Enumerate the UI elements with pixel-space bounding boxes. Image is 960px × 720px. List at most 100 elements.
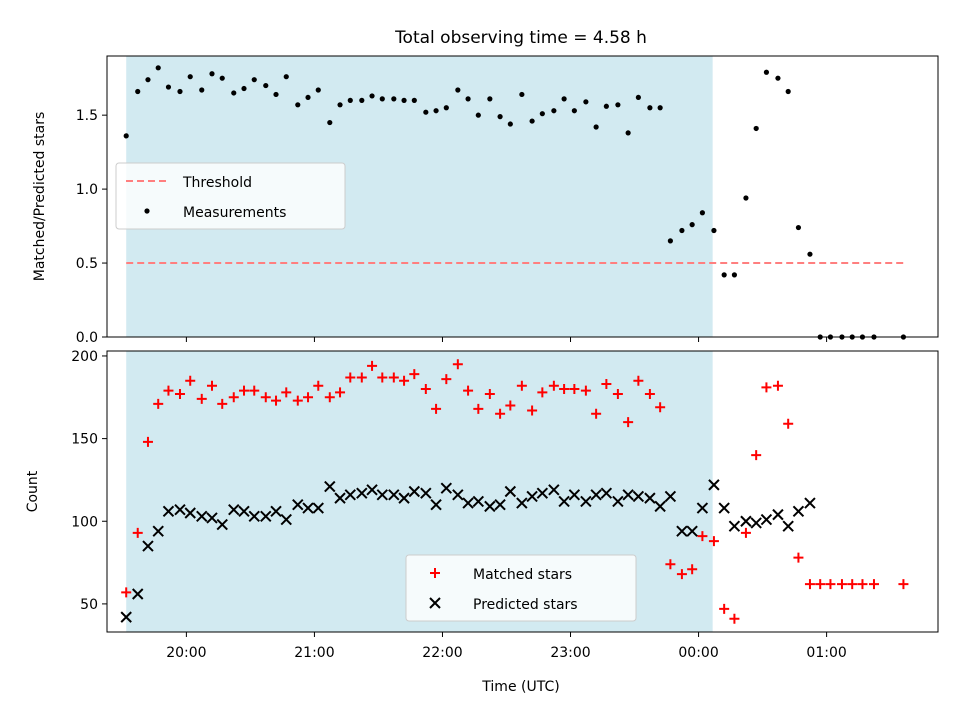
predicted-stars-point-43 <box>580 495 592 508</box>
top-legend-box <box>115 162 346 230</box>
bottom-legend-box <box>405 554 637 622</box>
predicted-stars-point-28 <box>420 487 432 499</box>
measurements-point-35 <box>497 114 503 120</box>
predicted-stars-point-62 <box>782 520 794 532</box>
measurements-point-6 <box>187 74 193 80</box>
matched-stars-point-69 <box>857 579 868 590</box>
measurements-point-44 <box>593 124 599 130</box>
matched-stars-point-1 <box>132 527 143 538</box>
matched-stars-point-42 <box>569 384 580 395</box>
matched-stars-point-9 <box>217 398 228 409</box>
matched-stars-point-68 <box>847 579 858 590</box>
measurements-point-64 <box>807 251 813 257</box>
matched-stars-point-54 <box>697 531 708 542</box>
matched-stars-point-56 <box>719 603 730 614</box>
predicted-stars-point-17 <box>302 502 314 514</box>
predicted-stars-point-63 <box>792 505 805 518</box>
predicted-stars-point-53 <box>686 525 698 537</box>
matched-stars-point-29 <box>431 403 442 414</box>
matched-stars-point-45 <box>601 379 612 390</box>
bottom-legend: Matched stars Predicted stars <box>405 554 637 622</box>
predicted-stars-point-37 <box>516 497 528 509</box>
matched-stars-point-22 <box>356 372 367 383</box>
predicted-stars-point-1 <box>132 588 144 600</box>
predicted-stars-point-52 <box>676 525 688 537</box>
xtick-label-2: 22:00 <box>422 645 462 661</box>
matched-stars-point-16 <box>292 395 303 406</box>
measurements-point-33 <box>475 112 481 118</box>
measurements-point-8 <box>209 71 215 77</box>
predicted-stars-point-55 <box>708 479 720 491</box>
predicted-stars-point-5 <box>174 503 186 516</box>
predicted-stars-point-4 <box>162 505 175 518</box>
predicted-stars-point-42 <box>568 489 581 501</box>
measurements-point-3 <box>155 65 161 71</box>
measurements-point-56 <box>721 272 727 278</box>
predicted-stars-point-57 <box>728 520 741 532</box>
predicted-stars-point-6 <box>184 507 196 519</box>
matched-predicted-ratio-panel: 0.0 0.5 1.0 1.5 Matched/Predicted stars Thres… <box>32 55 939 346</box>
measurements-point-40 <box>551 108 557 114</box>
matched-stars-point-57 <box>729 613 740 624</box>
measurements-point-43 <box>583 99 589 105</box>
predicted-stars-point-35 <box>494 499 506 511</box>
matched-stars-point-71 <box>898 579 909 590</box>
measurements-point-5 <box>177 88 183 95</box>
predicted-stars-point-11 <box>238 505 250 518</box>
measurements-point-32 <box>465 96 471 102</box>
predicted-stars-point-64 <box>804 497 816 509</box>
predicted-stars-point-36 <box>504 485 517 498</box>
matched-stars-point-12 <box>249 385 260 396</box>
predicted-stars-point-59 <box>750 517 762 529</box>
legend-matched-swatch <box>430 568 440 578</box>
matched-stars-point-34 <box>484 388 495 399</box>
matched-stars-point-67 <box>836 579 847 590</box>
measurements-point-47 <box>625 130 631 136</box>
measurements-point-29 <box>433 108 439 114</box>
predicted-stars-point-25 <box>388 489 400 501</box>
measurements-point-12 <box>251 77 257 83</box>
predicted-stars-point-2 <box>142 540 154 552</box>
matched-stars-point-11 <box>239 385 250 396</box>
measurements-point-63 <box>795 224 802 231</box>
predicted-stars-point-0 <box>120 611 132 623</box>
matched-stars-point-55 <box>708 536 719 547</box>
predicted-stars-point-15 <box>280 513 292 526</box>
measurements-point-51 <box>667 238 673 244</box>
matched-stars-point-43 <box>580 385 591 396</box>
matched-stars-point-10 <box>228 392 239 403</box>
measurements-point-58 <box>743 195 749 201</box>
matched-stars-point-46 <box>612 388 623 399</box>
predicted-stars-point-26 <box>398 492 410 504</box>
measurements-point-48 <box>635 94 641 101</box>
matched-stars-point-40 <box>548 380 559 391</box>
matched-stars-point-20 <box>335 387 346 398</box>
top-ytick-label-0: 0.0 <box>76 330 98 346</box>
measurements-point-23 <box>369 93 375 99</box>
matched-stars-point-17 <box>303 392 314 403</box>
measurements-point-42 <box>571 108 577 114</box>
predicted-stars-point-54 <box>696 502 709 514</box>
measurements-point-19 <box>327 119 333 126</box>
measurements-point-18 <box>315 87 321 93</box>
xtick-label-4: 00:00 <box>678 645 718 661</box>
predicted-stars-point-8 <box>206 512 218 524</box>
matched-stars-point-14 <box>271 395 282 406</box>
matched-stars-point-5 <box>174 388 185 399</box>
predicted-stars-point-24 <box>376 489 389 501</box>
predicted-stars-point-33 <box>472 495 485 508</box>
measurements-point-34 <box>487 96 493 102</box>
measurements-point-2 <box>145 77 151 83</box>
legend-measurements-swatch <box>144 208 150 214</box>
top-y-axis-label: Matched/Predicted stars <box>32 112 48 282</box>
top-ytick-label-2: 1.0 <box>76 182 98 198</box>
matched-stars-point-63 <box>793 552 804 563</box>
measurements-point-54 <box>699 210 706 216</box>
matched-stars-point-44 <box>591 408 602 419</box>
matched-stars-point-33 <box>473 403 484 414</box>
measurements-point-26 <box>401 97 407 103</box>
predicted-stars-point-31 <box>452 489 464 501</box>
matched-stars-point-41 <box>559 384 570 395</box>
matched-stars-point-52 <box>676 569 687 580</box>
